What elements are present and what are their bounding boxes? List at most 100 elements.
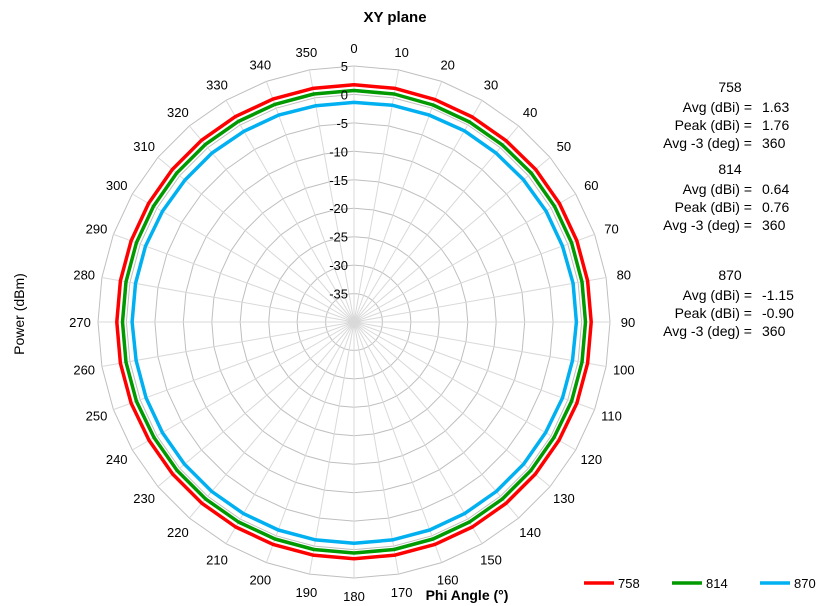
radial-tick-label: 0	[341, 87, 348, 102]
grid-spoke	[113, 321, 355, 411]
annotation-heading: 814	[718, 161, 742, 177]
angle-tick-label: 60	[584, 178, 598, 193]
angle-tick-label: 270	[69, 315, 91, 330]
y-axis-title: Power (dBm)	[11, 273, 27, 355]
series-layer	[115, 83, 593, 561]
angle-tick-label: 180	[343, 589, 365, 604]
angle-tick-label: 40	[523, 105, 537, 120]
annotation-label: Avg (dBi) =	[683, 287, 752, 303]
angle-tick-label: 250	[86, 409, 108, 424]
grid-spoke	[353, 81, 443, 323]
annotation-value: 360	[762, 135, 786, 151]
angle-tick-label: 210	[206, 552, 228, 567]
angle-tick-label: 340	[249, 58, 271, 73]
series-line-814	[120, 88, 588, 555]
angle-tick-label: 200	[249, 573, 271, 588]
grid-spoke	[353, 321, 576, 451]
angle-tick-label: 280	[73, 267, 95, 282]
grid-spoke	[353, 157, 551, 323]
angle-tick-label: 10	[394, 45, 408, 60]
grid-spoke	[157, 321, 355, 487]
angle-tick-label: 260	[73, 363, 95, 378]
angle-tick-label: 140	[519, 525, 541, 540]
annotation-panel: 758 Avg (dBi) = 1.63 Peak (dBi) = 1.76 Avg -3…	[663, 79, 794, 339]
grid-spoke	[101, 277, 355, 323]
annotation-value: 1.63	[762, 99, 789, 115]
annotation-heading: 870	[718, 267, 742, 283]
angle-tick-label: 230	[133, 491, 155, 506]
legend: 758 814 870	[584, 576, 816, 591]
angle-tick-label: 300	[106, 178, 128, 193]
grid-spoke	[353, 321, 399, 575]
angle-tick-label: 50	[557, 139, 571, 154]
grid-spoke	[189, 125, 355, 323]
angle-tick-label: 170	[391, 585, 413, 600]
angle-tick-label: 120	[580, 452, 602, 467]
annotation-label: Peak (dBi) =	[675, 305, 752, 321]
angle-tick-label: 0	[350, 41, 357, 56]
annotation-label: Avg -3 (deg) =	[663, 323, 752, 339]
grid-spoke	[225, 100, 355, 323]
annotation-value: -0.90	[762, 305, 794, 321]
annotation-label: Avg (dBi) =	[683, 181, 752, 197]
grid-spoke	[265, 81, 355, 323]
annotation-value: 360	[762, 217, 786, 233]
annotation-value: -1.15	[762, 287, 794, 303]
angle-tick-label: 320	[167, 105, 189, 120]
grid-spoke	[353, 277, 607, 323]
annotation-value: 1.76	[762, 117, 789, 133]
annotation-label: Avg -3 (deg) =	[663, 217, 752, 233]
grid-spoke	[309, 69, 355, 323]
grid-spoke	[353, 125, 519, 323]
angle-tick-label: 30	[484, 78, 498, 93]
annotation-heading: 758	[718, 79, 742, 95]
grid-spoke	[157, 157, 355, 323]
radial-tick-label: -30	[329, 258, 348, 273]
grid-spoke	[132, 193, 355, 323]
grid-spoke	[265, 321, 355, 563]
radial-tick-labels: 5 0 -5 -10 -15 -20 -25 -30 -35	[329, 59, 348, 302]
annotation-value: 0.64	[762, 181, 789, 197]
angle-tick-label: 330	[206, 78, 228, 93]
annotation-label: Avg (dBi) =	[683, 99, 752, 115]
angle-tick-label: 290	[86, 221, 108, 236]
angle-tick-label: 190	[296, 585, 318, 600]
grid-spoke	[309, 321, 355, 575]
angle-tick-label: 90	[621, 315, 635, 330]
grid-spoke	[353, 100, 483, 323]
grid-spoke	[113, 233, 355, 323]
x-axis-title: Phi Angle (°)	[426, 587, 509, 603]
radial-tick-label: -15	[329, 173, 348, 188]
angle-tick-labels: 0 102030405060708090100110120130140150160…	[69, 41, 635, 604]
chart-title: XY plane	[363, 9, 426, 26]
grid-spoke	[353, 193, 576, 323]
grid-spoke	[132, 321, 355, 451]
grid-spoke	[353, 321, 595, 411]
angle-tick-label: 110	[601, 409, 622, 424]
radial-tick-label: -10	[329, 144, 348, 159]
grid-spoke	[225, 321, 355, 544]
legend-label-758: 758	[618, 576, 640, 591]
legend-label-814: 814	[706, 576, 728, 591]
radial-tick-label: -25	[329, 230, 348, 245]
radial-tick-label: -35	[329, 287, 348, 302]
legend-label-870: 870	[794, 576, 816, 591]
angle-tick-label: 80	[617, 267, 631, 282]
radial-tick-label: 5	[341, 59, 348, 74]
angle-tick-label: 310	[133, 139, 155, 154]
annotation-label: Peak (dBi) =	[675, 117, 752, 133]
grid-spoke	[353, 321, 483, 544]
angle-tick-label: 350	[296, 45, 318, 60]
angle-tick-label: 100	[613, 363, 635, 378]
angle-tick-label: 20	[440, 58, 454, 73]
grid-spoke	[353, 69, 399, 323]
series-line-870	[130, 100, 579, 546]
angle-tick-label: 130	[553, 491, 575, 506]
grid-spoke	[353, 233, 595, 323]
angle-tick-label: 240	[106, 452, 128, 467]
grid-spoke	[101, 321, 355, 367]
annotation-value: 360	[762, 323, 786, 339]
annotation-label: Peak (dBi) =	[675, 199, 752, 215]
annotation-label: Avg -3 (deg) =	[663, 135, 752, 151]
